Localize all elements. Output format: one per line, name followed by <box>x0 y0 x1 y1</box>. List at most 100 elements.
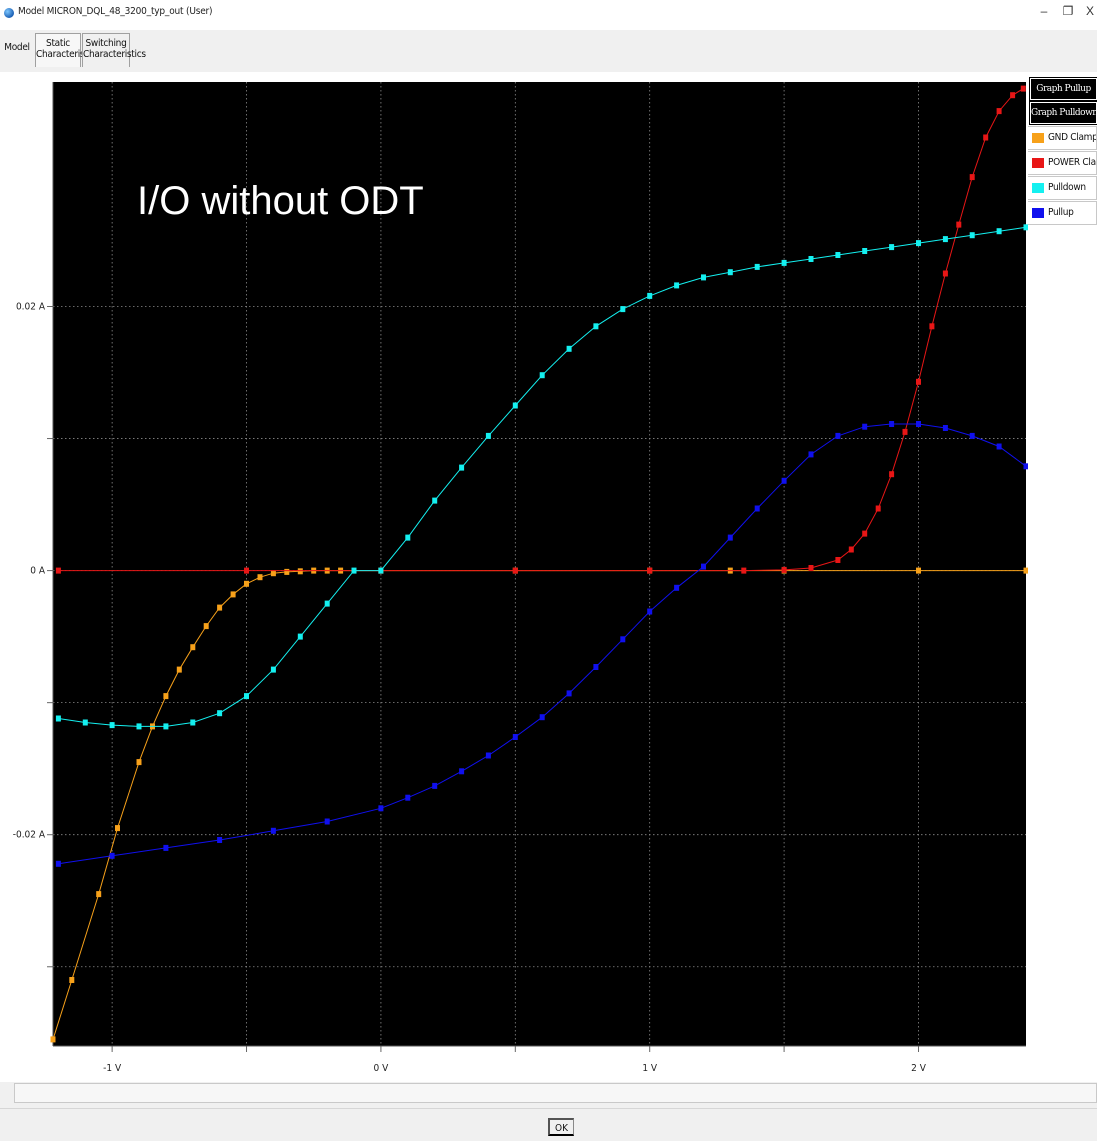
data-point <box>432 782 438 789</box>
data-point <box>190 644 196 651</box>
data-point <box>324 600 330 607</box>
tab-static-label-line1: Static <box>46 38 70 49</box>
data-point <box>270 570 276 577</box>
data-point <box>916 240 921 247</box>
data-point <box>163 723 169 730</box>
series-power-clamp <box>55 85 1026 574</box>
data-point <box>405 534 411 541</box>
tab-switching-characteristics[interactable]: Switching Characteristics <box>82 33 146 67</box>
data-point <box>163 693 169 700</box>
data-point <box>244 567 249 574</box>
graph-pullup-button[interactable]: Graph Pullup <box>1029 77 1097 101</box>
data-point <box>190 719 196 726</box>
tab-switching-label-line1: Switching <box>85 38 127 49</box>
data-point <box>916 421 921 427</box>
data-point <box>701 274 706 281</box>
legend-item-pullup[interactable]: Pullup <box>1028 201 1097 225</box>
data-point <box>405 794 411 801</box>
data-point <box>82 719 88 726</box>
data-point <box>862 530 868 537</box>
data-point <box>244 693 249 700</box>
axes: -1 V 0 V 1 V 2 V 0.02 A 0 A -0.02 A <box>13 82 1026 1074</box>
data-point <box>862 423 868 430</box>
data-point <box>754 505 760 512</box>
ok-button[interactable]: OK <box>548 1118 574 1136</box>
data-point <box>754 263 760 270</box>
data-point <box>996 228 1002 235</box>
data-point <box>996 108 1002 115</box>
tab-model-label: Model <box>4 42 30 53</box>
data-point <box>55 567 61 574</box>
title-bar: Model MICRON_DQL_48_3200_typ_out (User) … <box>0 0 1097 30</box>
data-point <box>459 768 465 775</box>
data-point <box>647 292 653 299</box>
data-point <box>459 464 465 471</box>
data-point <box>485 432 491 439</box>
legend-item-power-clamp[interactable]: POWER Clamp <box>1028 151 1097 175</box>
data-point <box>727 534 733 541</box>
data-point <box>96 891 102 898</box>
series-layer <box>50 85 1028 1043</box>
close-button[interactable]: X <box>1085 4 1094 18</box>
data-point <box>902 428 908 435</box>
x-tick-label: 1 V <box>642 1063 658 1074</box>
data-point <box>781 477 787 484</box>
data-point <box>674 282 680 289</box>
data-point <box>270 827 276 834</box>
data-point <box>889 471 895 478</box>
data-point <box>593 664 599 670</box>
pullup-swatch-icon <box>1032 208 1044 218</box>
legend-item-pulldown[interactable]: Pulldown <box>1028 176 1097 200</box>
maximize-button[interactable]: ❐ <box>1062 4 1074 18</box>
data-point <box>956 221 962 228</box>
data-point <box>889 244 895 251</box>
tab-switching-label-line2: Characteristics <box>83 49 146 60</box>
data-point <box>55 715 61 722</box>
data-point <box>230 591 236 598</box>
data-point <box>741 567 747 574</box>
x-tick-label: -1 V <box>103 1063 122 1074</box>
data-point <box>835 252 841 258</box>
graph-pulldown-button[interactable]: Graph Pulldown <box>1029 101 1097 125</box>
data-point <box>808 256 814 262</box>
tab-model[interactable]: Model <box>2 42 32 53</box>
data-point <box>942 270 948 277</box>
minimize-button[interactable]: – <box>1040 4 1048 18</box>
legend-label: GND Clamp <box>1048 132 1097 143</box>
legend-label: Pulldown <box>1048 182 1086 193</box>
data-point <box>109 722 115 729</box>
y-tick-label: 0 A <box>30 566 46 577</box>
data-point <box>512 402 518 409</box>
data-point <box>284 568 290 575</box>
data-point <box>996 443 1002 450</box>
tab-bar: Model Static Characteristics Switching C… <box>0 30 1097 72</box>
data-point <box>942 236 948 243</box>
window-title: Model MICRON_DQL_48_3200_typ_out (User) <box>18 6 213 17</box>
data-point <box>835 557 841 563</box>
data-point <box>1023 463 1028 470</box>
horizontal-scrollbar[interactable] <box>14 1083 1097 1103</box>
data-point <box>942 425 948 431</box>
data-point <box>378 567 384 574</box>
data-point <box>270 666 276 673</box>
pulldown-swatch-icon <box>1032 183 1044 193</box>
data-point <box>115 825 120 832</box>
data-point <box>297 568 303 575</box>
data-point <box>217 837 223 843</box>
data-point <box>781 566 787 573</box>
data-point <box>889 421 895 427</box>
data-point <box>351 567 357 574</box>
data-point <box>969 432 975 439</box>
data-point <box>324 818 330 825</box>
data-point <box>217 710 223 717</box>
tab-static-characteristics[interactable]: Static Characteristics <box>35 33 99 67</box>
data-point <box>109 852 115 859</box>
data-point <box>244 580 249 587</box>
data-point <box>55 860 61 867</box>
series-pulldown <box>55 224 1028 730</box>
data-point <box>781 259 787 266</box>
legend-item-gnd-clamp[interactable]: GND Clamp <box>1028 126 1097 150</box>
data-point <box>163 844 169 851</box>
y-tick-label: -0.02 A <box>13 830 46 841</box>
data-point <box>701 563 706 570</box>
